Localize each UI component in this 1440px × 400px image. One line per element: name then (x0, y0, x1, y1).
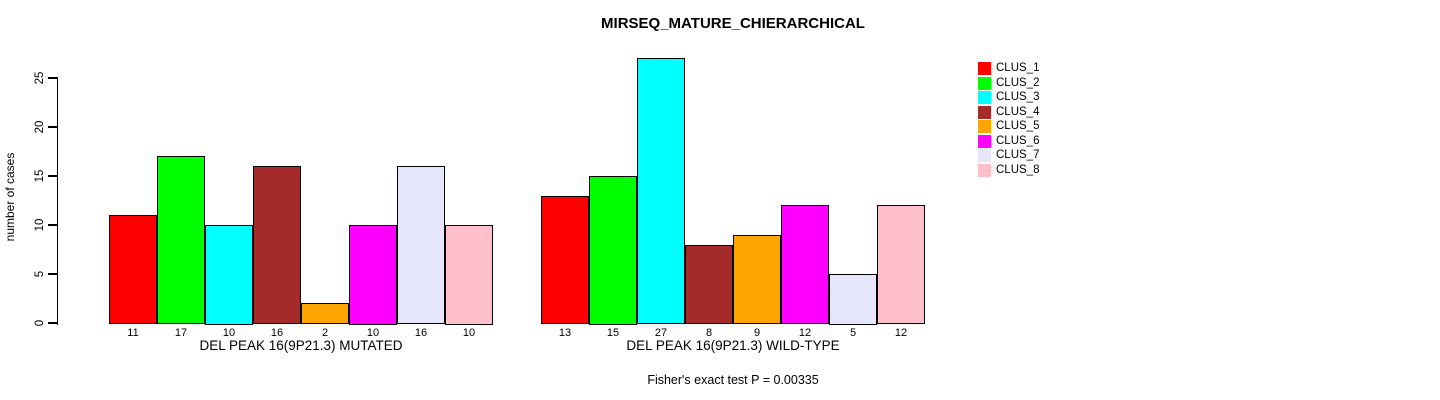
bar-value-label: 9 (753, 327, 761, 339)
legend-swatch (978, 120, 991, 133)
bar-clus_6 (781, 205, 829, 325)
bar-clus_3 (637, 58, 685, 325)
y-axis-tick (48, 77, 58, 79)
y-axis-line (56, 78, 58, 325)
bar-value-label: 17 (174, 327, 188, 339)
bar-clus_4 (253, 166, 301, 325)
legend-item: CLUS_1 (978, 62, 1039, 75)
legend-label: CLUS_2 (996, 76, 1040, 89)
group-label-wildtype: DEL PEAK 16(9P21.3) WILD-TYPE (626, 338, 840, 353)
chart-title: MIRSEQ_MATURE_CHIERARCHICAL (601, 15, 865, 32)
group-label-mutated: DEL PEAK 16(9P21.3) MUTATED (199, 338, 403, 353)
y-axis-tick (48, 322, 58, 324)
legend-item: CLUS_3 (978, 91, 1039, 104)
bar-clus_7 (397, 166, 445, 325)
bar-value-label: 10 (462, 327, 476, 339)
y-axis-tick-label: 25 (34, 71, 46, 85)
bar-value-label: 12 (894, 327, 908, 339)
bar-value-label: 16 (270, 327, 284, 339)
legend-label: CLUS_8 (996, 163, 1040, 176)
legend-item: CLUS_8 (978, 163, 1040, 177)
bar-clus_5 (301, 303, 349, 325)
y-axis-tick (48, 273, 58, 275)
y-axis-tick-label: 15 (34, 169, 46, 183)
bar-value-label: 2 (321, 327, 329, 339)
legend-label: CLUS_1 (996, 62, 1040, 74)
bar-clus_6 (349, 225, 397, 325)
y-axis-tick (48, 126, 58, 128)
bar-clus_1 (541, 195, 589, 325)
bar-clus_8 (445, 225, 493, 325)
legend-swatch (978, 91, 991, 104)
bar-value-label: 5 (849, 327, 857, 339)
y-axis-label: number of cases (3, 152, 17, 242)
legend-label: CLUS_7 (996, 149, 1040, 161)
y-axis-tick (48, 224, 58, 226)
y-axis-tick (48, 175, 58, 177)
bar-value-label: 12 (798, 327, 812, 339)
legend-item: CLUS_7 (978, 149, 1039, 162)
legend-label: CLUS_4 (996, 105, 1040, 118)
bar-value-label: 10 (222, 327, 236, 339)
bar-value-label: 16 (414, 327, 428, 339)
bar-clus_1 (109, 215, 157, 325)
fisher-test-note: Fisher's exact test P = 0.00335 (647, 373, 819, 387)
y-axis-tick-label: 0 (34, 319, 46, 327)
bar-value-label: 15 (606, 327, 620, 339)
bar-value-label: 11 (127, 327, 139, 339)
bar-clus_7 (829, 274, 877, 325)
bar-value-label: 27 (654, 327, 668, 339)
bar-value-label: 10 (366, 327, 380, 339)
bar-clus_2 (589, 176, 637, 325)
legend-item: CLUS_5 (978, 120, 1039, 133)
legend-item: CLUS_2 (978, 76, 1040, 90)
legend-item: CLUS_6 (978, 134, 1040, 148)
legend-swatch (978, 105, 991, 119)
legend-label: CLUS_3 (996, 91, 1040, 103)
bar-clus_2 (157, 156, 205, 325)
bar-clus_4 (685, 244, 733, 325)
bar-clus_5 (733, 234, 781, 325)
bar-clus_8 (877, 205, 925, 325)
legend-label: CLUS_6 (996, 134, 1040, 147)
y-axis-tick-label: 20 (34, 120, 46, 134)
bar-value-label: 13 (558, 327, 572, 339)
bar-clus_3 (205, 225, 253, 325)
legend-swatch (978, 149, 991, 162)
legend-swatch (978, 62, 991, 75)
legend-label: CLUS_5 (996, 120, 1040, 132)
y-axis-tick-label: 10 (34, 218, 46, 232)
y-axis-tick-label: 5 (34, 270, 46, 278)
legend-swatch (978, 163, 991, 177)
legend-swatch (978, 76, 991, 90)
legend-item: CLUS_4 (978, 105, 1040, 119)
legend-swatch (978, 134, 991, 148)
bar-value-label: 8 (705, 327, 713, 339)
